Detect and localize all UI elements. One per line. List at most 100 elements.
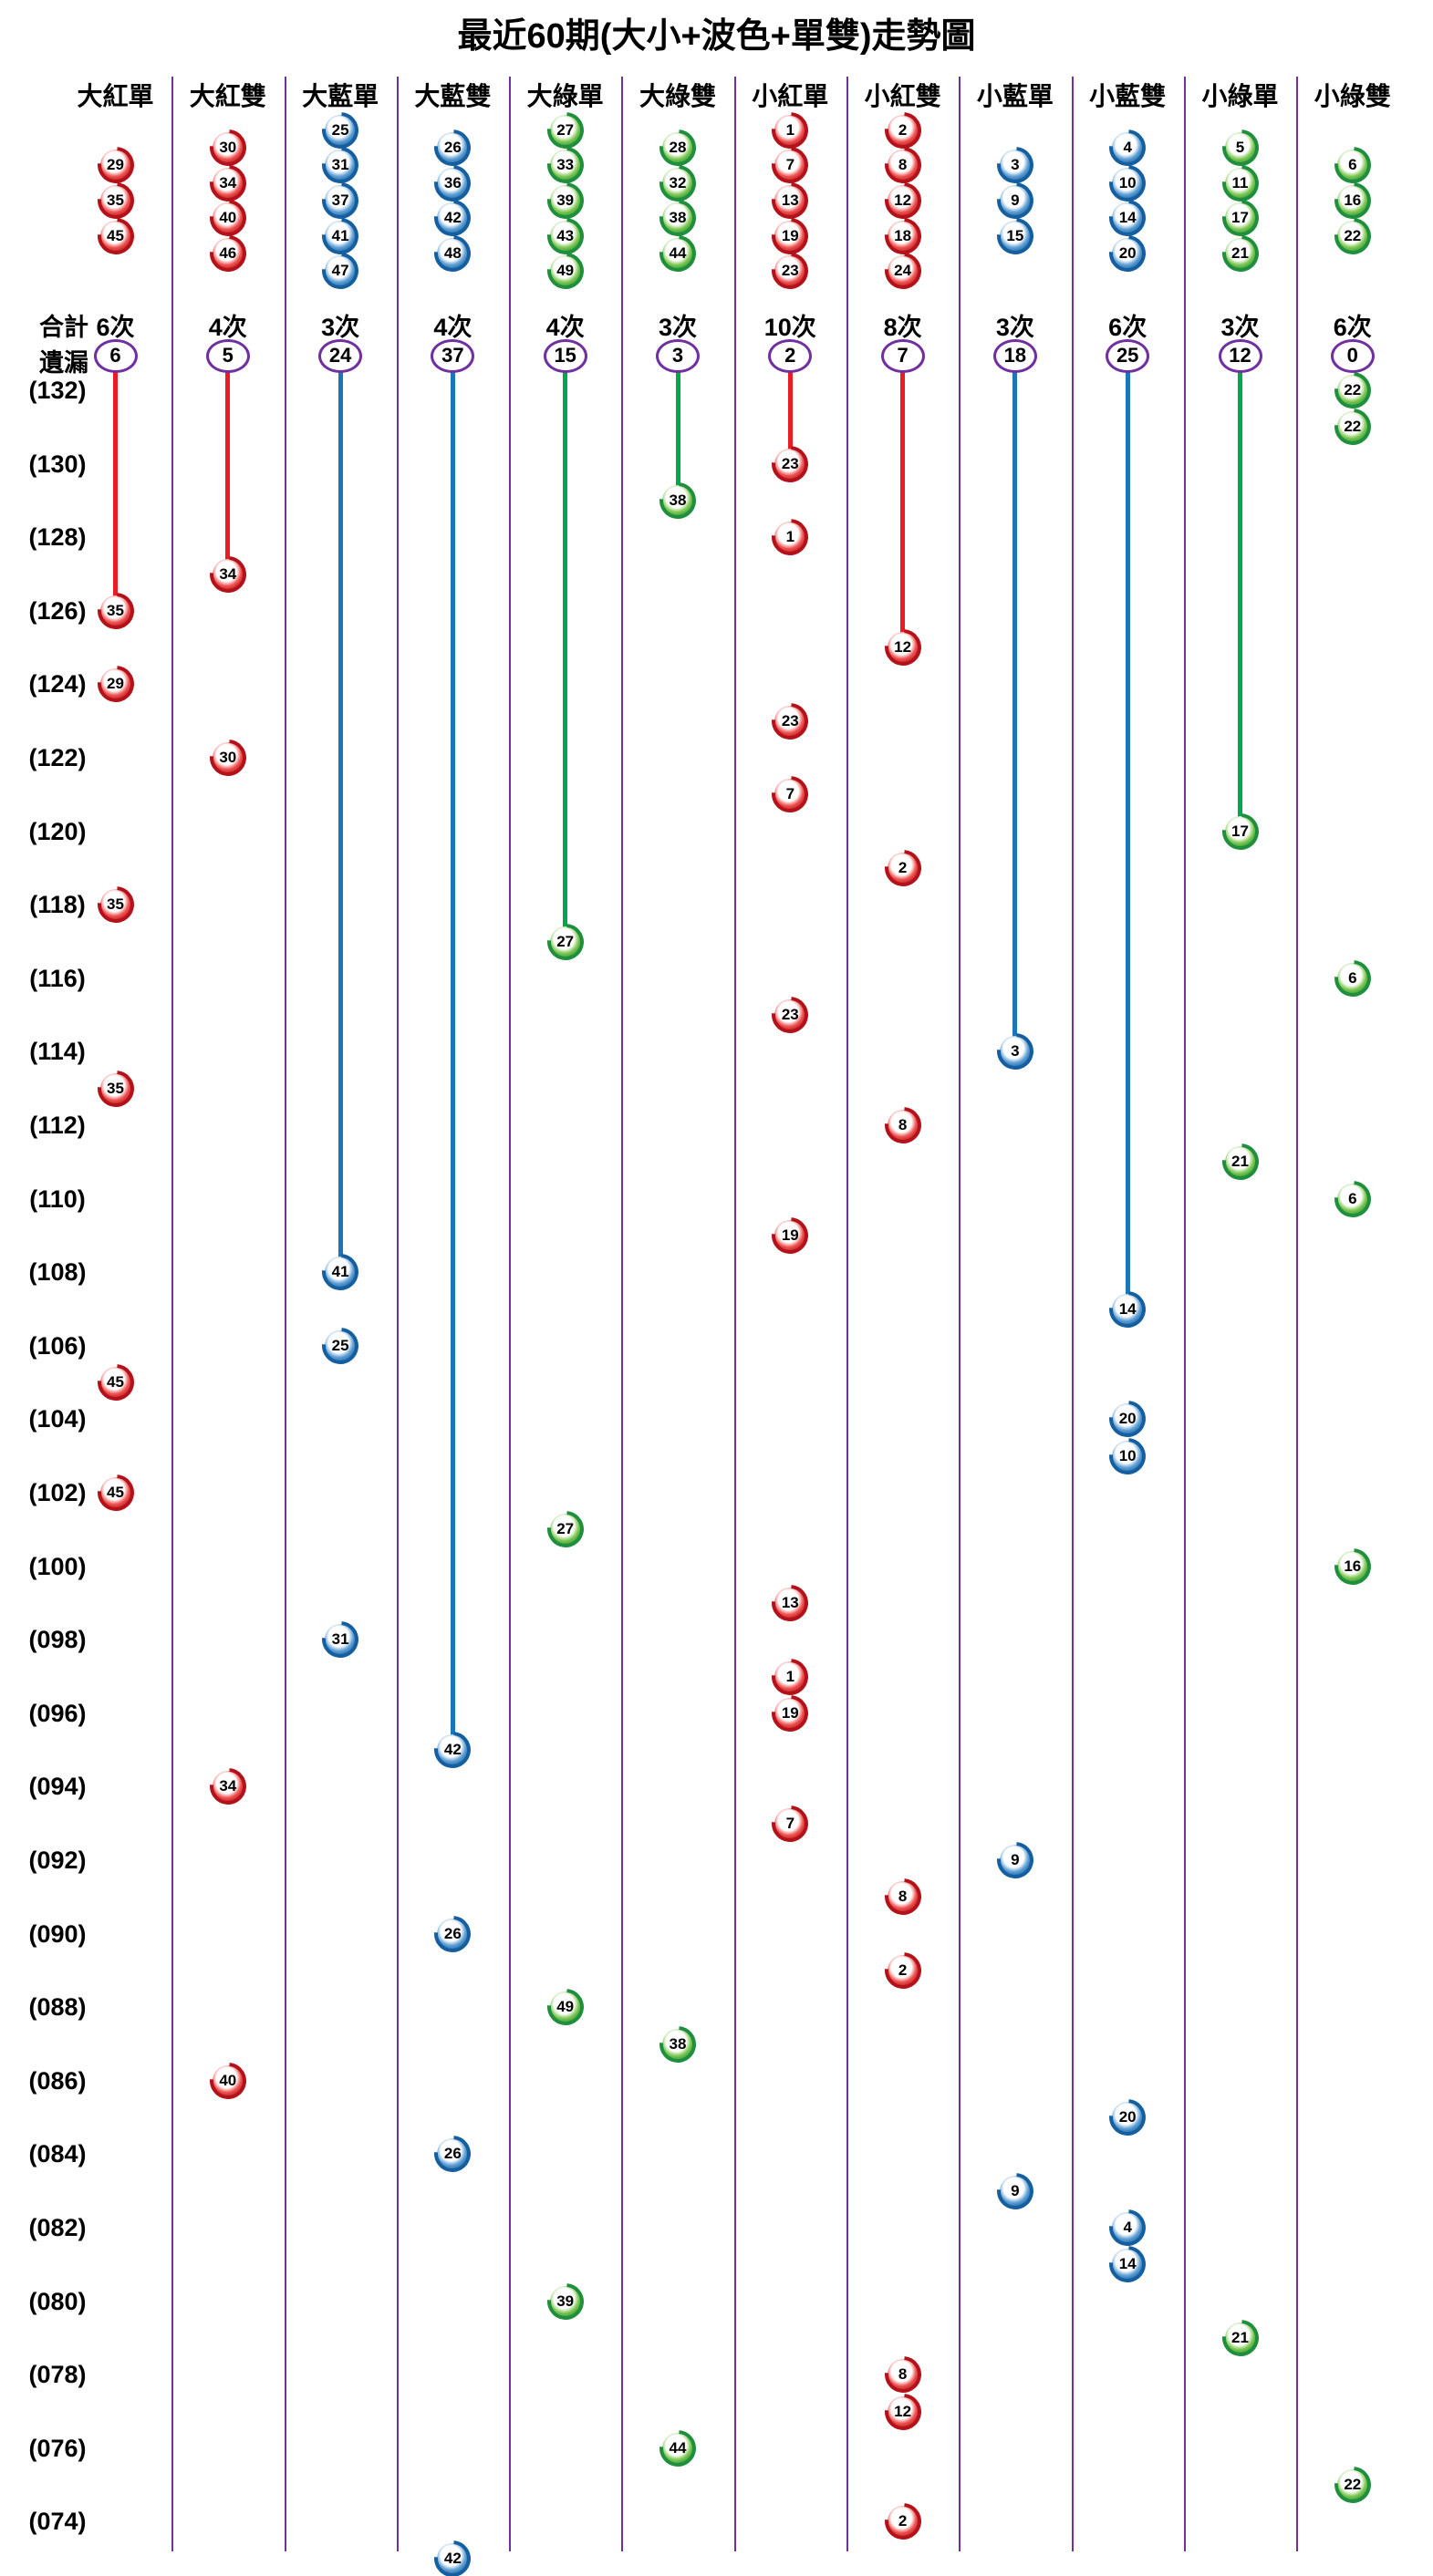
column-header-label: 小紅單 (752, 82, 829, 110)
trend-line (675, 372, 680, 501)
row-label: (074) (28, 2508, 87, 2536)
row-label: (104) (28, 1405, 87, 1433)
ball: 20 (1112, 237, 1144, 269)
row-label: (118) (29, 891, 86, 919)
ball: 25 (325, 114, 357, 146)
row-label: (086) (28, 2066, 87, 2095)
ball: 21 (1224, 237, 1256, 269)
ball: 49 (549, 255, 581, 287)
trend-line (113, 372, 118, 611)
ball: 22 (1336, 411, 1368, 443)
column-header-label: 小紅雙 (864, 82, 941, 110)
ball: 35 (99, 185, 131, 216)
ball: 1 (774, 1660, 806, 1692)
ball: 28 (662, 132, 693, 164)
ball: 35 (99, 889, 131, 921)
total-value: 8次 (883, 314, 922, 341)
ball: 26 (437, 132, 469, 164)
column-header-label: 大紅單 (77, 82, 154, 110)
ball: 35 (99, 595, 131, 626)
ball: 32 (662, 167, 693, 199)
row-label: (120) (28, 817, 87, 845)
ball: 41 (325, 1257, 357, 1288)
miss-row-label: 遺漏 (39, 349, 88, 377)
row-label: (116) (29, 964, 86, 992)
ball: 31 (325, 150, 357, 181)
column-divider (959, 77, 961, 2551)
ball: 45 (99, 220, 131, 252)
ball: 26 (437, 2138, 469, 2170)
ball: 35 (99, 1072, 131, 1104)
ball: 23 (774, 705, 806, 737)
trend-line (337, 372, 343, 1273)
ball: 1 (774, 114, 806, 146)
row-label: (078) (28, 2361, 87, 2389)
ball: 14 (1112, 1293, 1144, 1325)
column-divider (621, 77, 624, 2551)
trend-line (1012, 372, 1018, 1052)
ball: 21 (1224, 2322, 1256, 2354)
row-label: (082) (28, 2214, 87, 2241)
row-label: (102) (28, 1479, 87, 1506)
column-divider (1296, 77, 1299, 2551)
ball: 3 (999, 150, 1031, 181)
row-label: (090) (28, 1919, 87, 1948)
ball: 24 (887, 255, 919, 287)
total-value: 6次 (1108, 314, 1147, 341)
ball: 45 (99, 1477, 131, 1508)
ball: 19 (774, 1697, 806, 1729)
row-label: (076) (28, 2434, 87, 2462)
ball: 16 (1336, 185, 1368, 216)
column-header-label: 大藍雙 (414, 82, 492, 110)
trend-line (225, 372, 231, 574)
column-divider (284, 77, 286, 2551)
ball: 29 (99, 668, 131, 700)
ball: 8 (887, 150, 919, 181)
column-header-label: 小綠雙 (1314, 82, 1391, 110)
ball: 31 (325, 1624, 357, 1656)
miss-value: 7 (880, 338, 925, 373)
row-label: (094) (28, 1773, 87, 1801)
trend-line (450, 372, 455, 1751)
ball: 8 (887, 1110, 919, 1141)
column-header-label: 小藍雙 (1089, 82, 1167, 110)
ball: 12 (887, 632, 919, 664)
column-divider (1183, 77, 1186, 2551)
ball: 16 (1336, 1550, 1368, 1582)
ball: 44 (662, 237, 693, 269)
ball: 17 (1224, 202, 1256, 234)
column-header-label: 小藍單 (976, 82, 1054, 110)
row-label: (088) (28, 1993, 87, 2022)
ball: 15 (999, 220, 1031, 252)
ball: 5 (1224, 132, 1256, 164)
ball: 34 (212, 558, 244, 590)
total-value: 10次 (763, 314, 816, 341)
total-value: 4次 (545, 314, 585, 341)
total-value: 3次 (658, 314, 698, 341)
row-label: (084) (28, 2140, 87, 2168)
ball: 49 (549, 1991, 581, 2023)
row-label: (080) (28, 2287, 87, 2315)
ball: 8 (887, 2359, 919, 2391)
ball: 14 (1112, 2249, 1144, 2281)
ball: 4 (1112, 2212, 1144, 2243)
ball: 40 (212, 202, 244, 234)
ball: 39 (549, 185, 581, 216)
column-header-label: 大藍單 (302, 82, 379, 110)
ball: 2 (887, 852, 919, 884)
row-label: (110) (29, 1185, 86, 1213)
ball: 38 (662, 2028, 693, 2060)
ball: 6 (1336, 962, 1368, 994)
ball: 17 (1224, 815, 1256, 847)
ball: 18 (887, 220, 919, 252)
ball: 10 (1112, 1440, 1144, 1472)
trend-line (563, 372, 568, 942)
ball: 23 (774, 999, 806, 1031)
ball: 1 (774, 522, 806, 553)
ball: 11 (1224, 167, 1256, 199)
ball: 34 (212, 167, 244, 199)
column-divider (733, 77, 736, 2551)
ball: 30 (212, 742, 244, 773)
total-value: 6次 (1333, 314, 1372, 341)
total-row-label: 合計 (39, 314, 88, 341)
